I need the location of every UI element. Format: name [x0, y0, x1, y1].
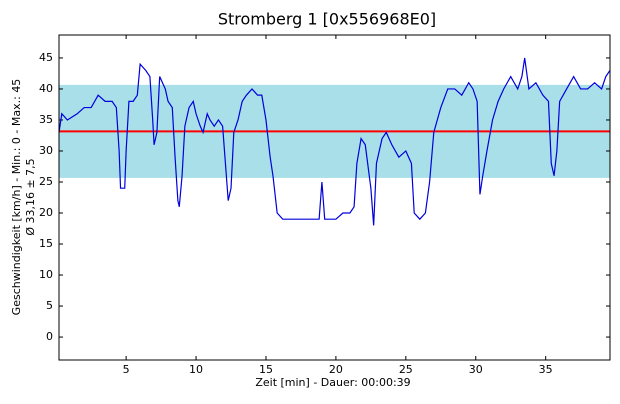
y-axis-label: Geschwindigkeit [km/h] - Min.: 0 - Max.:…	[10, 79, 23, 316]
plot-background	[59, 35, 610, 360]
speed-line	[58, 57, 611, 226]
y-tick-label: 15	[39, 237, 53, 250]
x-tick-label: 30	[469, 363, 483, 376]
chart-title: Stromberg 1 [0x556968E0]	[218, 10, 436, 29]
x-tick-label: 25	[399, 363, 413, 376]
x-axis-label: Zeit [min] - Dauer: 00:00:39	[255, 376, 410, 389]
y-tick-label: 25	[39, 175, 53, 188]
x-tick-label: 20	[329, 363, 343, 376]
y-tick-label: 40	[39, 82, 53, 95]
plot-frame	[58, 34, 611, 361]
y-tick-label: 5	[46, 299, 53, 312]
y-tick-label: 35	[39, 113, 53, 126]
x-tick-label: 35	[539, 363, 553, 376]
x-tick-label: 10	[189, 363, 203, 376]
y-tick-label: 30	[39, 144, 53, 157]
y-tick-label: 20	[39, 206, 53, 219]
y-tick-label: 45	[39, 51, 53, 64]
x-tick-label: 5	[123, 363, 130, 376]
y-axis-label: Ø 33,16 ± 7,5	[24, 158, 37, 235]
y-tick-label: 10	[39, 268, 53, 281]
y-tick-label: 0	[46, 330, 53, 343]
x-tick-label: 15	[259, 363, 273, 376]
